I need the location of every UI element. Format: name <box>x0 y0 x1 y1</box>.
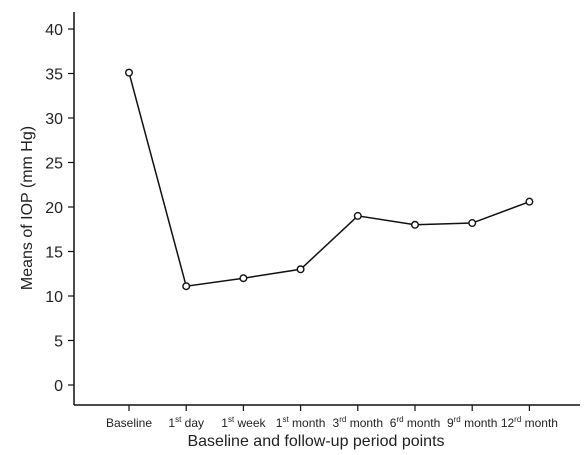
y-tick-label: 35 <box>45 67 63 84</box>
y-tick-label: 20 <box>45 200 63 217</box>
y-tick-label: 10 <box>45 289 63 306</box>
x-axis: Baseline 1st day 1st week 1st month 3rd mont… <box>74 404 580 430</box>
x-tick-label: 12rd month <box>501 415 558 430</box>
data-point <box>525 197 534 206</box>
data-point <box>296 265 305 274</box>
y-tick-label: 5 <box>54 334 63 351</box>
x-tick-label: 1st week <box>221 415 266 430</box>
y-tick-label: 0 <box>54 378 63 395</box>
series-line <box>128 72 530 288</box>
x-tick-label: 9rd month <box>447 415 498 430</box>
data-point <box>353 211 362 220</box>
x-tick-label: 1st day <box>168 415 204 430</box>
x-tick-label: 3rd month <box>333 415 384 430</box>
data-point <box>124 68 133 77</box>
y-tick-label: 40 <box>45 22 63 39</box>
y-axis-title: Means of IOP (mm Hg) <box>19 126 36 290</box>
data-point <box>239 274 248 283</box>
x-tick-label: 1st month <box>276 415 326 430</box>
y-tick-label: 15 <box>45 245 63 262</box>
x-axis-title: Baseline and follow-up period points <box>187 433 444 450</box>
data-point <box>182 282 191 291</box>
y-tick-label: 25 <box>45 156 63 173</box>
y-axis: 0 5 10 15 20 25 30 35 40 <box>45 12 75 405</box>
x-tick-label: Baseline <box>106 416 152 430</box>
y-tick-label: 30 <box>45 111 63 128</box>
data-point <box>468 219 477 228</box>
data-point <box>411 220 420 229</box>
x-tick-label: 6rd month <box>390 415 441 430</box>
